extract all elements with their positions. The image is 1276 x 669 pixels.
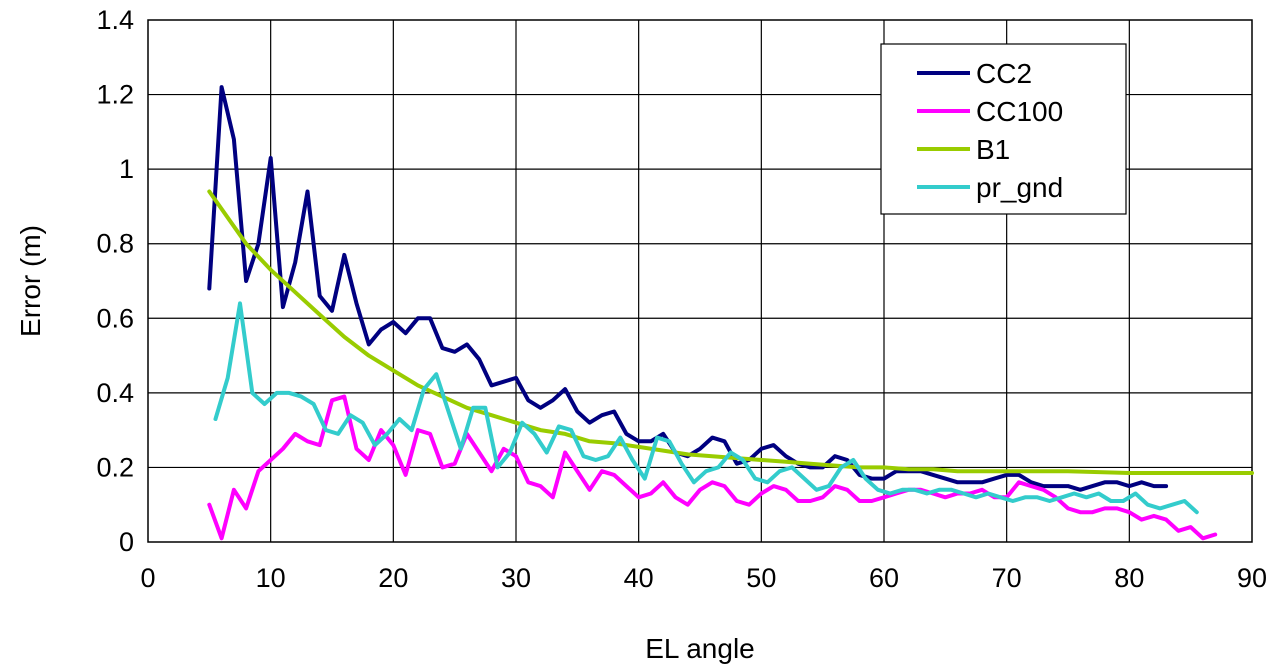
x-tick-label: 30 (501, 563, 531, 593)
legend: CC2 CC100 B1 pr_gnd (880, 43, 1127, 215)
series-line-pr-gnd (213, 301, 1199, 515)
y-tick-label: 1.4 (96, 5, 134, 35)
y-tick-label: 0.4 (96, 378, 134, 408)
series-line-b1 (207, 189, 1254, 475)
legend-label: CC100 (976, 96, 1063, 127)
gridlines (148, 20, 1252, 542)
y-tick-label: 1 (119, 154, 134, 184)
series-lines (207, 85, 1254, 541)
x-tick-label: 50 (746, 563, 776, 593)
legend-items: CC2 CC100 B1 pr_gnd (917, 58, 1063, 203)
x-tick-label: 80 (1114, 563, 1144, 593)
legend-label: B1 (976, 134, 1010, 165)
x-tick-label: 60 (869, 563, 899, 593)
legend-label: CC2 (976, 58, 1032, 89)
x-tick-label: 20 (378, 563, 408, 593)
y-tick-label: 0.8 (96, 229, 134, 259)
tick-labels: 0 10 20 30 40 50 60 70 80 90 0 0.2 0.4 0.6 0.8 1 1.2 1.4 (96, 5, 1267, 593)
legend-label: pr_gnd (976, 172, 1063, 203)
x-tick-label: 90 (1237, 563, 1267, 593)
series-line-cc100 (207, 394, 1218, 541)
y-axis-title: Error (m) (15, 225, 46, 337)
x-tick-label: 0 (140, 563, 155, 593)
x-tick-label: 10 (256, 563, 286, 593)
y-tick-label: 1.2 (96, 80, 134, 110)
y-tick-label: 0.6 (96, 303, 134, 333)
y-tick-label: 0.2 (96, 452, 134, 482)
x-tick-label: 70 (992, 563, 1022, 593)
plot-area-frame (147, 19, 1253, 543)
x-axis-title: EL angle (645, 633, 755, 664)
x-tick-label: 40 (624, 563, 654, 593)
y-tick-label: 0 (119, 527, 134, 557)
